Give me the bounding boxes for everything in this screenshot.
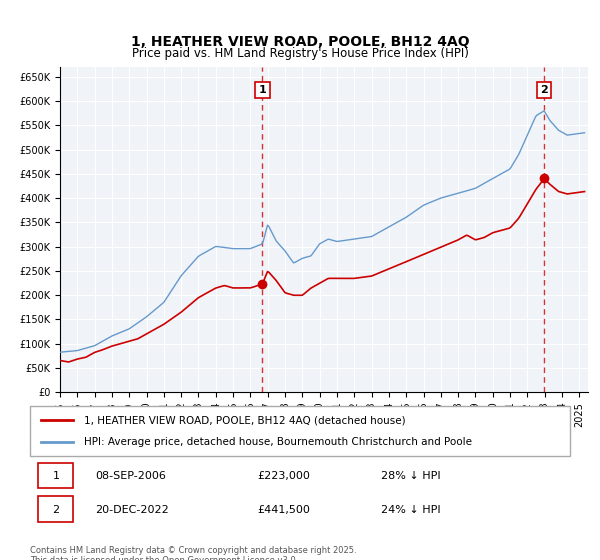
Text: 1, HEATHER VIEW ROAD, POOLE, BH12 4AQ (detached house): 1, HEATHER VIEW ROAD, POOLE, BH12 4AQ (d… bbox=[84, 415, 406, 425]
Text: HPI: Average price, detached house, Bournemouth Christchurch and Poole: HPI: Average price, detached house, Bour… bbox=[84, 437, 472, 447]
Text: Contains HM Land Registry data © Crown copyright and database right 2025.
This d: Contains HM Land Registry data © Crown c… bbox=[30, 546, 356, 560]
FancyBboxPatch shape bbox=[38, 463, 73, 488]
Text: 08-SEP-2006: 08-SEP-2006 bbox=[95, 471, 166, 481]
Text: 1: 1 bbox=[52, 471, 59, 481]
Text: 28% ↓ HPI: 28% ↓ HPI bbox=[381, 471, 440, 481]
Text: 2: 2 bbox=[541, 85, 548, 95]
FancyBboxPatch shape bbox=[30, 406, 570, 456]
Text: 1: 1 bbox=[259, 85, 266, 95]
Text: 1, HEATHER VIEW ROAD, POOLE, BH12 4AQ: 1, HEATHER VIEW ROAD, POOLE, BH12 4AQ bbox=[131, 35, 469, 49]
Text: 2: 2 bbox=[52, 505, 59, 515]
Text: £223,000: £223,000 bbox=[257, 471, 310, 481]
Text: 20-DEC-2022: 20-DEC-2022 bbox=[95, 505, 169, 515]
FancyBboxPatch shape bbox=[38, 496, 73, 522]
Text: £441,500: £441,500 bbox=[257, 505, 310, 515]
Text: 24% ↓ HPI: 24% ↓ HPI bbox=[381, 505, 440, 515]
Text: Price paid vs. HM Land Registry's House Price Index (HPI): Price paid vs. HM Land Registry's House … bbox=[131, 46, 469, 60]
